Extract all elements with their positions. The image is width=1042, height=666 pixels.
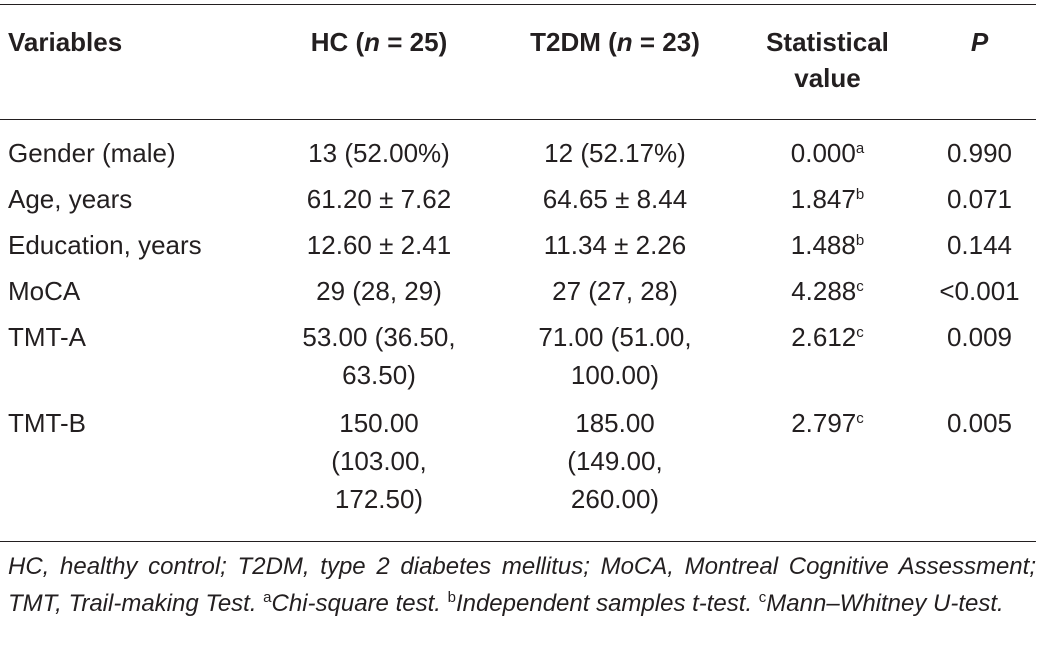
- header-stat-line2: value: [794, 63, 861, 93]
- cell-p: 0.990: [946, 138, 1013, 168]
- cell-p: 0.071: [946, 184, 1013, 214]
- header-p-text: P: [970, 27, 989, 57]
- cell-hc-line1: 150.00: [339, 408, 419, 438]
- footnote-note-a: Chi-square test.: [271, 590, 448, 617]
- cell-t2dm: 12 (52.17%): [544, 138, 686, 168]
- cell-t2dm-line1: 71.00 (51.00,: [538, 322, 692, 352]
- header-hc-suffix: = 25): [380, 27, 448, 57]
- header-hc-prefix: HC (: [310, 27, 365, 57]
- header-hc-n: n: [364, 27, 381, 57]
- cell-stat-value: 1.847: [790, 184, 856, 214]
- cell-variable: Gender (male): [8, 138, 176, 168]
- header-variables-text: Variables: [8, 27, 123, 57]
- table-body: Gender (male) 13 (52.00%) 12 (52.17%) 0.…: [0, 119, 1042, 524]
- table-row: MoCA 29 (28, 29) 27 (27, 28) 4.288c <0.0…: [0, 268, 1042, 314]
- cell-t2dm-line2: (149.00,: [567, 446, 663, 476]
- table-row: TMT-A 53.00 (36.50, 63.50) 71.00 (51.00, 1…: [0, 314, 1042, 400]
- cell-p: 0.144: [946, 230, 1013, 260]
- cell-stat-sup: c: [856, 278, 864, 295]
- cell-hc: 61.20 ± 7.62: [306, 184, 452, 214]
- cell-hc-line2: 63.50): [342, 360, 416, 390]
- footnote-sup-b: b: [447, 589, 456, 606]
- cell-stat-sup: a: [855, 140, 865, 157]
- header-variables: Variables: [0, 0, 268, 119]
- cell-stat: 4.288c: [740, 268, 915, 314]
- cell-variable: MoCA: [8, 276, 81, 306]
- cell-p: 0.005: [946, 408, 1013, 438]
- cell-hc-line1: 53.00 (36.50,: [302, 322, 456, 352]
- cell-hc: 29 (28, 29): [316, 276, 442, 306]
- cell-t2dm-line1: 185.00: [575, 408, 655, 438]
- cell-variable: TMT-B: [8, 408, 86, 438]
- cell-hc: 12.60 ± 2.41: [306, 230, 452, 260]
- cell-variable: Age, years: [8, 184, 133, 214]
- header-hc: HC (n = 25): [268, 0, 490, 119]
- table-row: Education, years 12.60 ± 2.41 11.34 ± 2.…: [0, 222, 1042, 268]
- cell-variable: TMT-A: [8, 322, 86, 352]
- table-top-rule: [0, 4, 1036, 5]
- cell-stat: 2.797c: [740, 400, 915, 524]
- header-p: P: [915, 0, 1042, 119]
- cell-stat: 0.000a: [740, 119, 915, 176]
- cell-hc: 150.00 (103.00, 172.50): [268, 400, 490, 524]
- cell-stat-value: 1.488: [790, 230, 856, 260]
- table-row: Gender (male) 13 (52.00%) 12 (52.17%) 0.…: [0, 119, 1042, 176]
- table-row: TMT-B 150.00 (103.00, 172.50) 185.00 (149.0…: [0, 400, 1042, 524]
- cell-t2dm: 71.00 (51.00, 100.00): [490, 314, 740, 400]
- footnote-note-c: Mann–Whitney U-test.: [766, 590, 1004, 617]
- cell-stat: 1.488b: [740, 222, 915, 268]
- header-t2dm-prefix: T2DM (: [530, 27, 617, 57]
- header-statistical-value: Statistical value: [740, 0, 915, 119]
- header-t2dm: T2DM (n = 23): [490, 0, 740, 119]
- cell-stat-value: 2.797: [791, 408, 857, 438]
- cell-t2dm: 185.00 (149.00, 260.00): [490, 400, 740, 524]
- footnote-sup-a: a: [263, 589, 272, 606]
- cell-stat-sup: b: [855, 232, 865, 249]
- header-stat-line1: Statistical: [766, 27, 889, 57]
- cell-t2dm: 27 (27, 28): [552, 276, 678, 306]
- footnote-note-b: Independent samples t-test.: [455, 590, 759, 617]
- cell-variable: Education, years: [8, 230, 202, 260]
- header-t2dm-n: n: [616, 27, 633, 57]
- table-row: Age, years 61.20 ± 7.62 64.65 ± 8.44 1.8…: [0, 176, 1042, 222]
- cell-stat: 2.612c: [740, 314, 915, 400]
- cell-hc-line3: 172.50): [334, 484, 424, 514]
- cell-stat-sup: c: [856, 324, 864, 341]
- cell-t2dm-line2: 100.00): [570, 360, 660, 390]
- demographics-table: Variables HC (n = 25) T2DM (n = 23) Stat…: [0, 0, 1042, 524]
- header-row: Variables HC (n = 25) T2DM (n = 23) Stat…: [0, 0, 1042, 119]
- cell-p: 0.009: [946, 322, 1013, 352]
- header-rule: [0, 119, 1036, 120]
- cell-hc: 53.00 (36.50, 63.50): [268, 314, 490, 400]
- cell-t2dm: 64.65 ± 8.44: [542, 184, 688, 214]
- cell-stat: 1.847b: [740, 176, 915, 222]
- cell-hc-line2: (103.00,: [331, 446, 427, 476]
- footnote-sup-c: c: [758, 589, 767, 606]
- table-footnote: HC, healthy control; T2DM, type 2 diabet…: [8, 548, 1036, 622]
- cell-stat-value: 4.288: [791, 276, 857, 306]
- table-bottom-rule: [0, 541, 1036, 542]
- table-header: Variables HC (n = 25) T2DM (n = 23) Stat…: [0, 0, 1042, 119]
- cell-t2dm: 11.34 ± 2.26: [543, 230, 687, 260]
- footnote-abbreviations: HC, healthy control; T2DM, type 2 diabet…: [8, 553, 1036, 617]
- cell-stat-value: 0.000: [790, 138, 856, 168]
- cell-hc: 13 (52.00%): [308, 138, 450, 168]
- cell-stat-value: 2.612: [791, 322, 857, 352]
- cell-t2dm-line3: 260.00): [570, 484, 660, 514]
- cell-p: <0.001: [939, 276, 1020, 306]
- header-t2dm-suffix: = 23): [632, 27, 700, 57]
- cell-stat-sup: c: [856, 410, 864, 427]
- cell-stat-sup: b: [855, 186, 865, 203]
